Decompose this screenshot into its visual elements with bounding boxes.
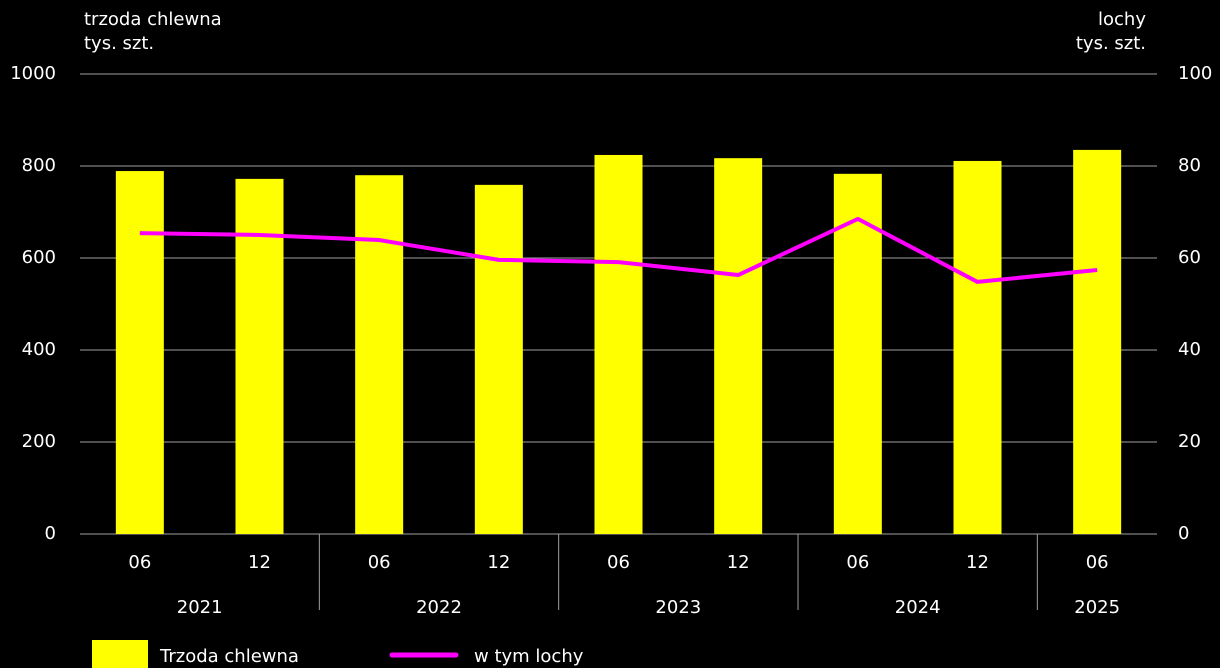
y2-axis-label: tys. szt. <box>1076 33 1146 54</box>
x-tick-label: 06 <box>128 552 151 573</box>
x-tick-label: 06 <box>607 552 630 573</box>
x-tick-label: 06 <box>1086 552 1109 573</box>
bar <box>833 173 882 534</box>
y2-axis-label: lochy <box>1098 9 1146 30</box>
x-tick-label: 06 <box>368 552 391 573</box>
x-tick-label: 06 <box>846 552 869 573</box>
y-tick-label: 1000 <box>10 63 56 84</box>
x-tick-label: 12 <box>248 552 271 573</box>
legend-swatch <box>92 640 148 668</box>
x-group-label: 2022 <box>416 597 462 618</box>
x-tick-label: 12 <box>966 552 989 573</box>
y-tick-label: 600 <box>22 247 56 268</box>
y2-tick-label: 0 <box>1178 523 1189 544</box>
bar <box>953 160 1002 534</box>
line <box>139 216 1098 284</box>
x-group-label: 2023 <box>655 597 701 618</box>
bar <box>474 184 523 535</box>
y2-tick-label: 20 <box>1178 431 1201 452</box>
y-tick-label: 800 <box>22 155 56 176</box>
bar <box>115 171 164 534</box>
bar <box>714 158 763 534</box>
y2-tick-label: 40 <box>1178 339 1201 360</box>
y2-tick-label: 60 <box>1178 247 1201 268</box>
bar <box>594 154 643 534</box>
y2-tick-label: 80 <box>1178 155 1201 176</box>
x-group-label: 2025 <box>1074 597 1120 618</box>
y2-tick-label: 100 <box>1178 63 1212 84</box>
x-tick-label: 12 <box>487 552 510 573</box>
y-tick-label: 200 <box>22 431 56 452</box>
bar <box>235 178 284 534</box>
x-group-label: 2024 <box>895 597 941 618</box>
y-axis-label: tys. szt. <box>84 33 154 54</box>
bar <box>1073 149 1122 534</box>
bar <box>355 175 404 534</box>
x-group-label: 2021 <box>177 597 223 618</box>
legend-label: Trzoda chlewna <box>159 646 299 667</box>
x-tick-label: 12 <box>727 552 750 573</box>
legend-label: w tym lochy <box>474 646 584 667</box>
y-axis-label: trzoda chlewna <box>84 9 222 30</box>
y-tick-label: 400 <box>22 339 56 360</box>
y-tick-label: 0 <box>45 523 56 544</box>
